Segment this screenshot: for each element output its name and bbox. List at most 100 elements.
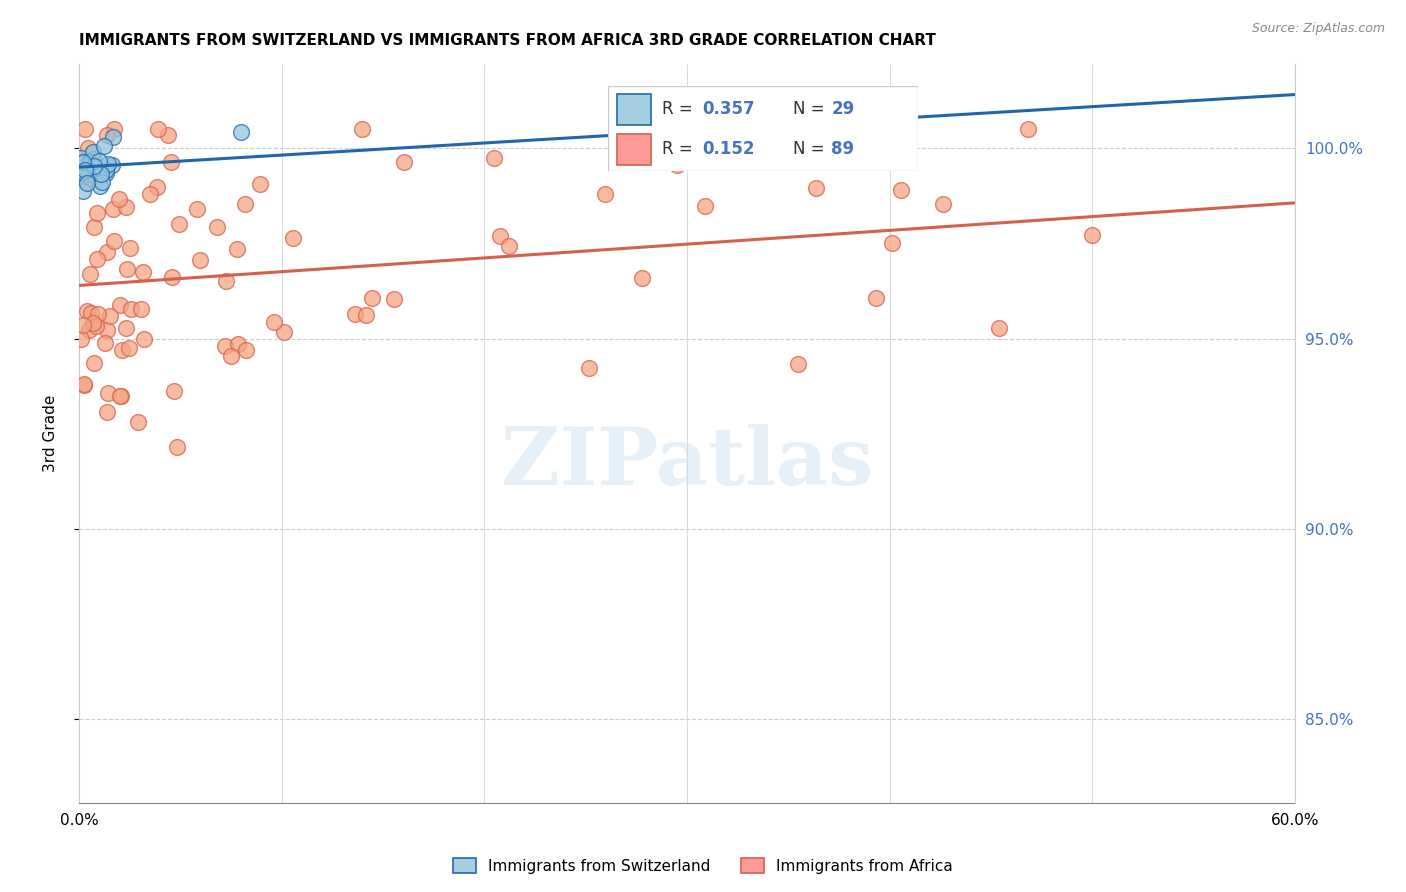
Point <box>226 337 249 351</box>
Point <box>787 357 810 371</box>
Point <box>70 332 93 346</box>
Point <box>356 308 378 322</box>
Point <box>129 302 152 317</box>
Point <box>115 262 138 277</box>
Point <box>108 192 131 206</box>
Point <box>115 200 138 214</box>
Point <box>86 307 108 321</box>
Point <box>79 155 101 169</box>
Point <box>226 242 249 256</box>
Point <box>69 165 91 179</box>
Y-axis label: 3rd Grade: 3rd Grade <box>44 395 58 473</box>
Point <box>343 306 366 320</box>
Point <box>72 184 94 198</box>
Point <box>83 356 105 370</box>
Point <box>118 241 141 255</box>
Point <box>205 219 228 234</box>
Point <box>90 175 112 189</box>
Point <box>156 128 179 142</box>
Point <box>352 122 374 136</box>
Point <box>96 128 118 142</box>
Point <box>73 162 96 177</box>
Point <box>134 332 156 346</box>
Point <box>72 377 94 392</box>
Point <box>70 155 93 169</box>
Point <box>145 180 167 194</box>
Point <box>86 252 108 266</box>
Point <box>90 167 112 181</box>
Point <box>865 291 887 305</box>
Point <box>235 343 257 357</box>
Point <box>188 253 211 268</box>
Point <box>110 343 132 357</box>
Point <box>84 319 107 334</box>
Point <box>72 155 94 169</box>
Point <box>818 122 841 136</box>
Legend: Immigrants from Switzerland, Immigrants from Africa: Immigrants from Switzerland, Immigrants … <box>447 852 959 880</box>
Point <box>89 179 111 194</box>
Point <box>108 298 131 312</box>
Point <box>132 265 155 279</box>
Point <box>120 302 142 317</box>
Point <box>214 339 236 353</box>
Point <box>693 199 716 213</box>
Point <box>97 386 120 401</box>
Point <box>127 415 149 429</box>
Point <box>578 360 600 375</box>
Point <box>166 441 188 455</box>
Point <box>482 151 505 165</box>
Point <box>96 323 118 337</box>
Point <box>263 315 285 329</box>
Point <box>630 270 652 285</box>
Point <box>273 325 295 339</box>
Point <box>987 321 1010 335</box>
Point <box>110 389 132 403</box>
Point <box>82 152 104 166</box>
Point <box>1081 228 1104 243</box>
Point <box>167 217 190 231</box>
Point <box>73 377 96 392</box>
Point <box>96 405 118 419</box>
Text: IMMIGRANTS FROM SWITZERLAND VS IMMIGRANTS FROM AFRICA 3RD GRADE CORRELATION CHAR: IMMIGRANTS FROM SWITZERLAND VS IMMIGRANT… <box>79 33 936 48</box>
Point <box>103 234 125 248</box>
Point <box>77 167 100 181</box>
Point <box>160 155 183 169</box>
Point <box>115 321 138 335</box>
Point <box>96 245 118 260</box>
Point <box>665 157 688 171</box>
Point <box>69 165 91 179</box>
Point <box>97 157 120 171</box>
Point <box>89 154 111 169</box>
Point <box>229 125 252 139</box>
Point <box>94 166 117 180</box>
Point <box>94 336 117 351</box>
Point <box>86 206 108 220</box>
Point <box>281 230 304 244</box>
Point <box>83 159 105 173</box>
Point <box>101 129 124 144</box>
Point <box>932 197 955 211</box>
Point <box>489 229 512 244</box>
Point <box>118 342 141 356</box>
Point <box>76 176 98 190</box>
Point <box>1017 122 1039 136</box>
Point <box>98 309 121 323</box>
Point <box>70 151 93 165</box>
Point <box>93 138 115 153</box>
Point <box>101 158 124 172</box>
Point <box>72 318 94 332</box>
Point <box>160 269 183 284</box>
Point <box>360 291 382 305</box>
Point <box>806 181 828 195</box>
Point <box>249 177 271 191</box>
Text: ZIPatlas: ZIPatlas <box>501 425 873 502</box>
Point <box>392 155 415 169</box>
Point <box>79 323 101 337</box>
Point <box>79 267 101 281</box>
Point <box>82 145 104 160</box>
Point <box>72 165 94 179</box>
Point <box>79 170 101 185</box>
Point <box>94 163 117 178</box>
Point <box>890 183 912 197</box>
Point <box>80 306 103 320</box>
